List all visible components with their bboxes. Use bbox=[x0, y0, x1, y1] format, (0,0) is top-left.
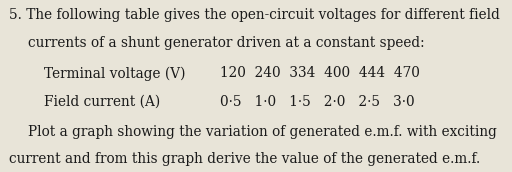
Text: 5. The following table gives the open-circuit voltages for different field: 5. The following table gives the open-ci… bbox=[9, 8, 500, 22]
Text: Plot a graph showing the variation of generated e.m.f. with exciting: Plot a graph showing the variation of ge… bbox=[28, 125, 497, 139]
Text: Field current (A): Field current (A) bbox=[44, 95, 160, 109]
Text: current and from this graph derive the value of the generated e.m.f.: current and from this graph derive the v… bbox=[9, 152, 480, 166]
Text: Terminal voltage (V): Terminal voltage (V) bbox=[44, 66, 185, 81]
Text: currents of a shunt generator driven at a constant speed:: currents of a shunt generator driven at … bbox=[28, 36, 425, 50]
Text: 0·5   1·0   1·5   2·0   2·5   3·0: 0·5 1·0 1·5 2·0 2·5 3·0 bbox=[220, 95, 415, 109]
Text: 120  240  334  400  444  470: 120 240 334 400 444 470 bbox=[220, 66, 420, 80]
